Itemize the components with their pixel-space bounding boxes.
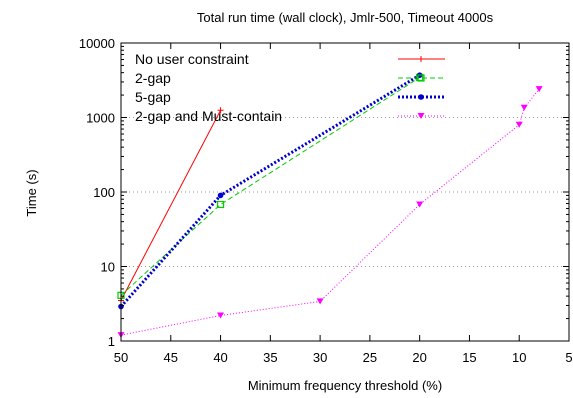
grid-lines <box>121 117 569 267</box>
series-line <box>120 77 420 296</box>
y-tick-label: 1000 <box>86 111 115 126</box>
y-tick-label: 100 <box>93 185 115 200</box>
x-tick-label: 30 <box>313 350 327 365</box>
data-point <box>418 56 424 62</box>
x-tick-label: 20 <box>412 350 426 365</box>
series-line <box>120 110 221 301</box>
series-4 <box>117 86 543 339</box>
data-point <box>216 200 225 209</box>
x-tick-label: 5 <box>565 350 572 365</box>
y-tick-label: 10 <box>101 260 115 275</box>
data-point <box>217 107 224 114</box>
x-tick-label: 50 <box>114 350 128 365</box>
x-axis-label: Minimum frequency threshold (%) <box>248 378 442 393</box>
data-point <box>417 113 425 119</box>
series-1 <box>118 107 224 304</box>
x-tick-label: 35 <box>263 350 277 365</box>
legend-label: 2-gap and Must-contain <box>135 108 282 124</box>
data-point <box>520 104 528 111</box>
data-point <box>217 192 224 199</box>
data-point <box>217 312 225 319</box>
legend: No user constraint 2-gap 5-gap 2-gap and Mu… <box>135 51 445 124</box>
data-point <box>316 298 324 305</box>
data-point <box>535 86 543 93</box>
legend-label: 5-gap <box>135 89 171 105</box>
x-tick-label: 40 <box>213 350 227 365</box>
series-line <box>120 88 540 336</box>
legend-label: No user constraint <box>135 51 249 67</box>
data-point <box>416 201 424 208</box>
chart-title: Total run time (wall clock), Jmlr-500, T… <box>197 10 494 25</box>
x-tick-label: 15 <box>462 350 476 365</box>
x-tick-label: 45 <box>164 350 178 365</box>
y-axis-label: Time (s) <box>24 169 39 216</box>
data-point <box>515 121 523 128</box>
y-tick-label: 10000 <box>79 36 115 51</box>
x-tick-label: 10 <box>512 350 526 365</box>
data-point <box>417 74 425 82</box>
data-point <box>418 94 424 100</box>
legend-label: 2-gap <box>135 70 171 86</box>
y-tick-label: 1 <box>108 334 115 349</box>
axis-ticks: 1 10 100 1000 10000 50 45 40 35 30 25 20 15 10 5 <box>79 36 573 365</box>
x-tick-label: 25 <box>363 350 377 365</box>
